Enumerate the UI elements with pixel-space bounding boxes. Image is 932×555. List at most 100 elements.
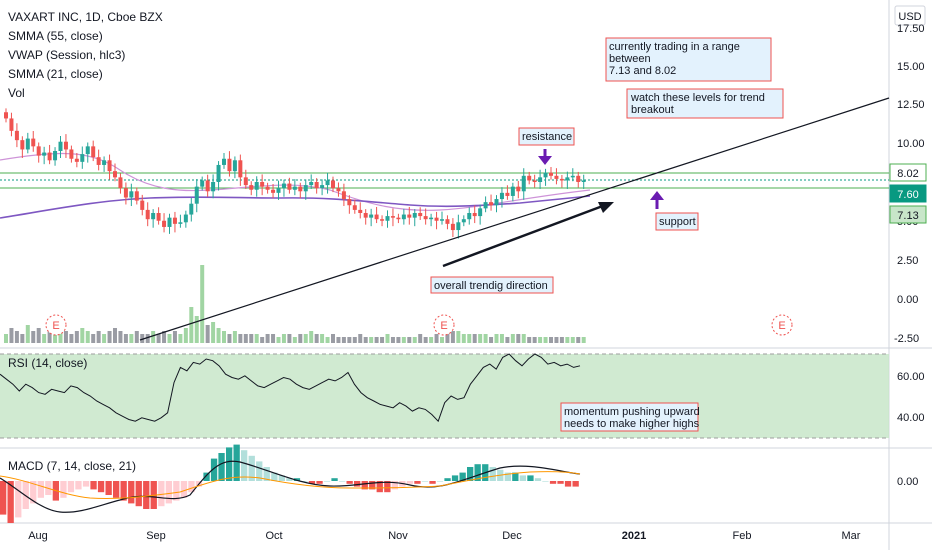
macd-bar[interactable] [278,475,285,481]
macd-bar[interactable] [271,472,278,481]
candle-body[interactable] [172,217,177,224]
candle-body[interactable] [156,213,161,221]
macd-bar[interactable] [188,481,195,493]
volume-bar[interactable] [74,331,79,343]
volume-bar[interactable] [352,337,357,343]
volume-bar[interactable] [156,334,161,343]
macd-bar[interactable] [173,481,180,501]
macd-bar[interactable] [339,481,346,482]
candle-body[interactable] [91,146,96,158]
volume-bar[interactable] [489,337,494,343]
volume-bar[interactable] [483,334,488,343]
macd-bar[interactable] [158,481,165,507]
candle-body[interactable] [478,208,483,217]
volume-bar[interactable] [521,334,526,343]
volume-bar[interactable] [325,337,330,343]
volume-bar[interactable] [374,337,379,343]
earnings-marker[interactable]: E [433,314,455,336]
candle-body[interactable] [63,141,68,150]
candle-body[interactable] [216,164,221,182]
candle-body[interactable] [434,217,439,221]
volume-bar[interactable] [4,334,8,343]
candle-body[interactable] [140,200,145,210]
price-badge-support[interactable] [889,205,927,224]
candle-body[interactable] [4,112,8,119]
candle-body[interactable] [123,188,128,198]
macd-bar[interactable] [15,481,22,518]
candle-body[interactable] [271,189,276,193]
candle-body[interactable] [352,205,357,210]
volume-bar[interactable] [347,337,352,343]
candle-body[interactable] [194,186,199,204]
candle-body[interactable] [151,213,156,220]
volume-bar[interactable] [129,334,134,343]
candle-body[interactable] [47,152,52,161]
candle-body[interactable] [276,188,281,193]
macd-bar[interactable] [286,478,293,481]
volume-bar[interactable] [390,337,395,343]
macd-bar[interactable] [384,481,391,493]
volume-bar[interactable] [440,337,444,343]
legend-smma55[interactable]: SMMA (55, close) [8,29,103,43]
volume-bar[interactable] [238,334,243,343]
volume-bar[interactable] [570,337,575,343]
candle-body[interactable] [418,213,423,217]
volume-bar[interactable] [559,337,564,343]
candle-body[interactable] [341,191,346,200]
earnings-marker[interactable]: E [771,314,793,336]
volume-bar[interactable] [434,334,439,343]
macd-bar[interactable] [557,481,564,484]
volume-bar[interactable] [102,334,107,343]
macd-bar[interactable] [113,481,120,498]
macd-bar[interactable] [527,475,534,481]
candle-body[interactable] [260,182,265,187]
candle-body[interactable] [314,182,319,189]
candle-body[interactable] [205,180,210,192]
volume-bar[interactable] [532,337,537,343]
volume-bar[interactable] [380,337,385,343]
volume-bar[interactable] [118,331,123,343]
volume-bar[interactable] [516,334,521,343]
macd-bar[interactable] [37,481,44,498]
candle-body[interactable] [543,172,548,178]
volume-bar[interactable] [565,337,570,343]
candle-body[interactable] [281,183,286,189]
candle-body[interactable] [516,186,521,192]
candle-body[interactable] [374,214,379,220]
macd-bar[interactable] [369,481,376,490]
candle-body[interactable] [129,191,134,198]
volume-bar[interactable] [363,337,368,343]
candle-body[interactable] [527,175,532,181]
macd-bar[interactable] [210,458,218,481]
macd-bar[interactable] [233,444,240,481]
volume-bar[interactable] [36,328,41,343]
volume-bar[interactable] [467,334,472,343]
volume-bar[interactable] [527,337,532,343]
candle-body[interactable] [429,217,434,220]
volume-bar[interactable] [456,331,461,343]
candle-body[interactable] [325,180,330,186]
candle-body[interactable] [9,118,14,131]
volume-bar[interactable] [42,334,47,343]
momentum-note-box[interactable] [560,402,699,432]
candle-body[interactable] [222,158,226,165]
volume-bar[interactable] [336,337,341,343]
volume-bar[interactable] [216,328,221,343]
rsi-legend[interactable]: RSI (14, close) [8,356,87,370]
macd-bar[interactable] [519,475,526,481]
volume-bar[interactable] [178,334,183,343]
volume-bar[interactable] [200,265,205,343]
volume-bar[interactable] [276,337,281,343]
volume-bar[interactable] [298,334,303,343]
candle-body[interactable] [396,217,401,220]
macd-bar[interactable] [308,481,316,484]
volume-bar[interactable] [123,334,128,343]
volume-bar[interactable] [331,334,335,343]
volume-bar[interactable] [369,337,374,343]
volume-bar[interactable] [472,334,477,343]
volume-bar[interactable] [107,331,112,343]
macd-bar[interactable] [248,455,255,481]
volume-bar[interactable] [450,331,455,343]
volume-bar[interactable] [20,334,25,343]
